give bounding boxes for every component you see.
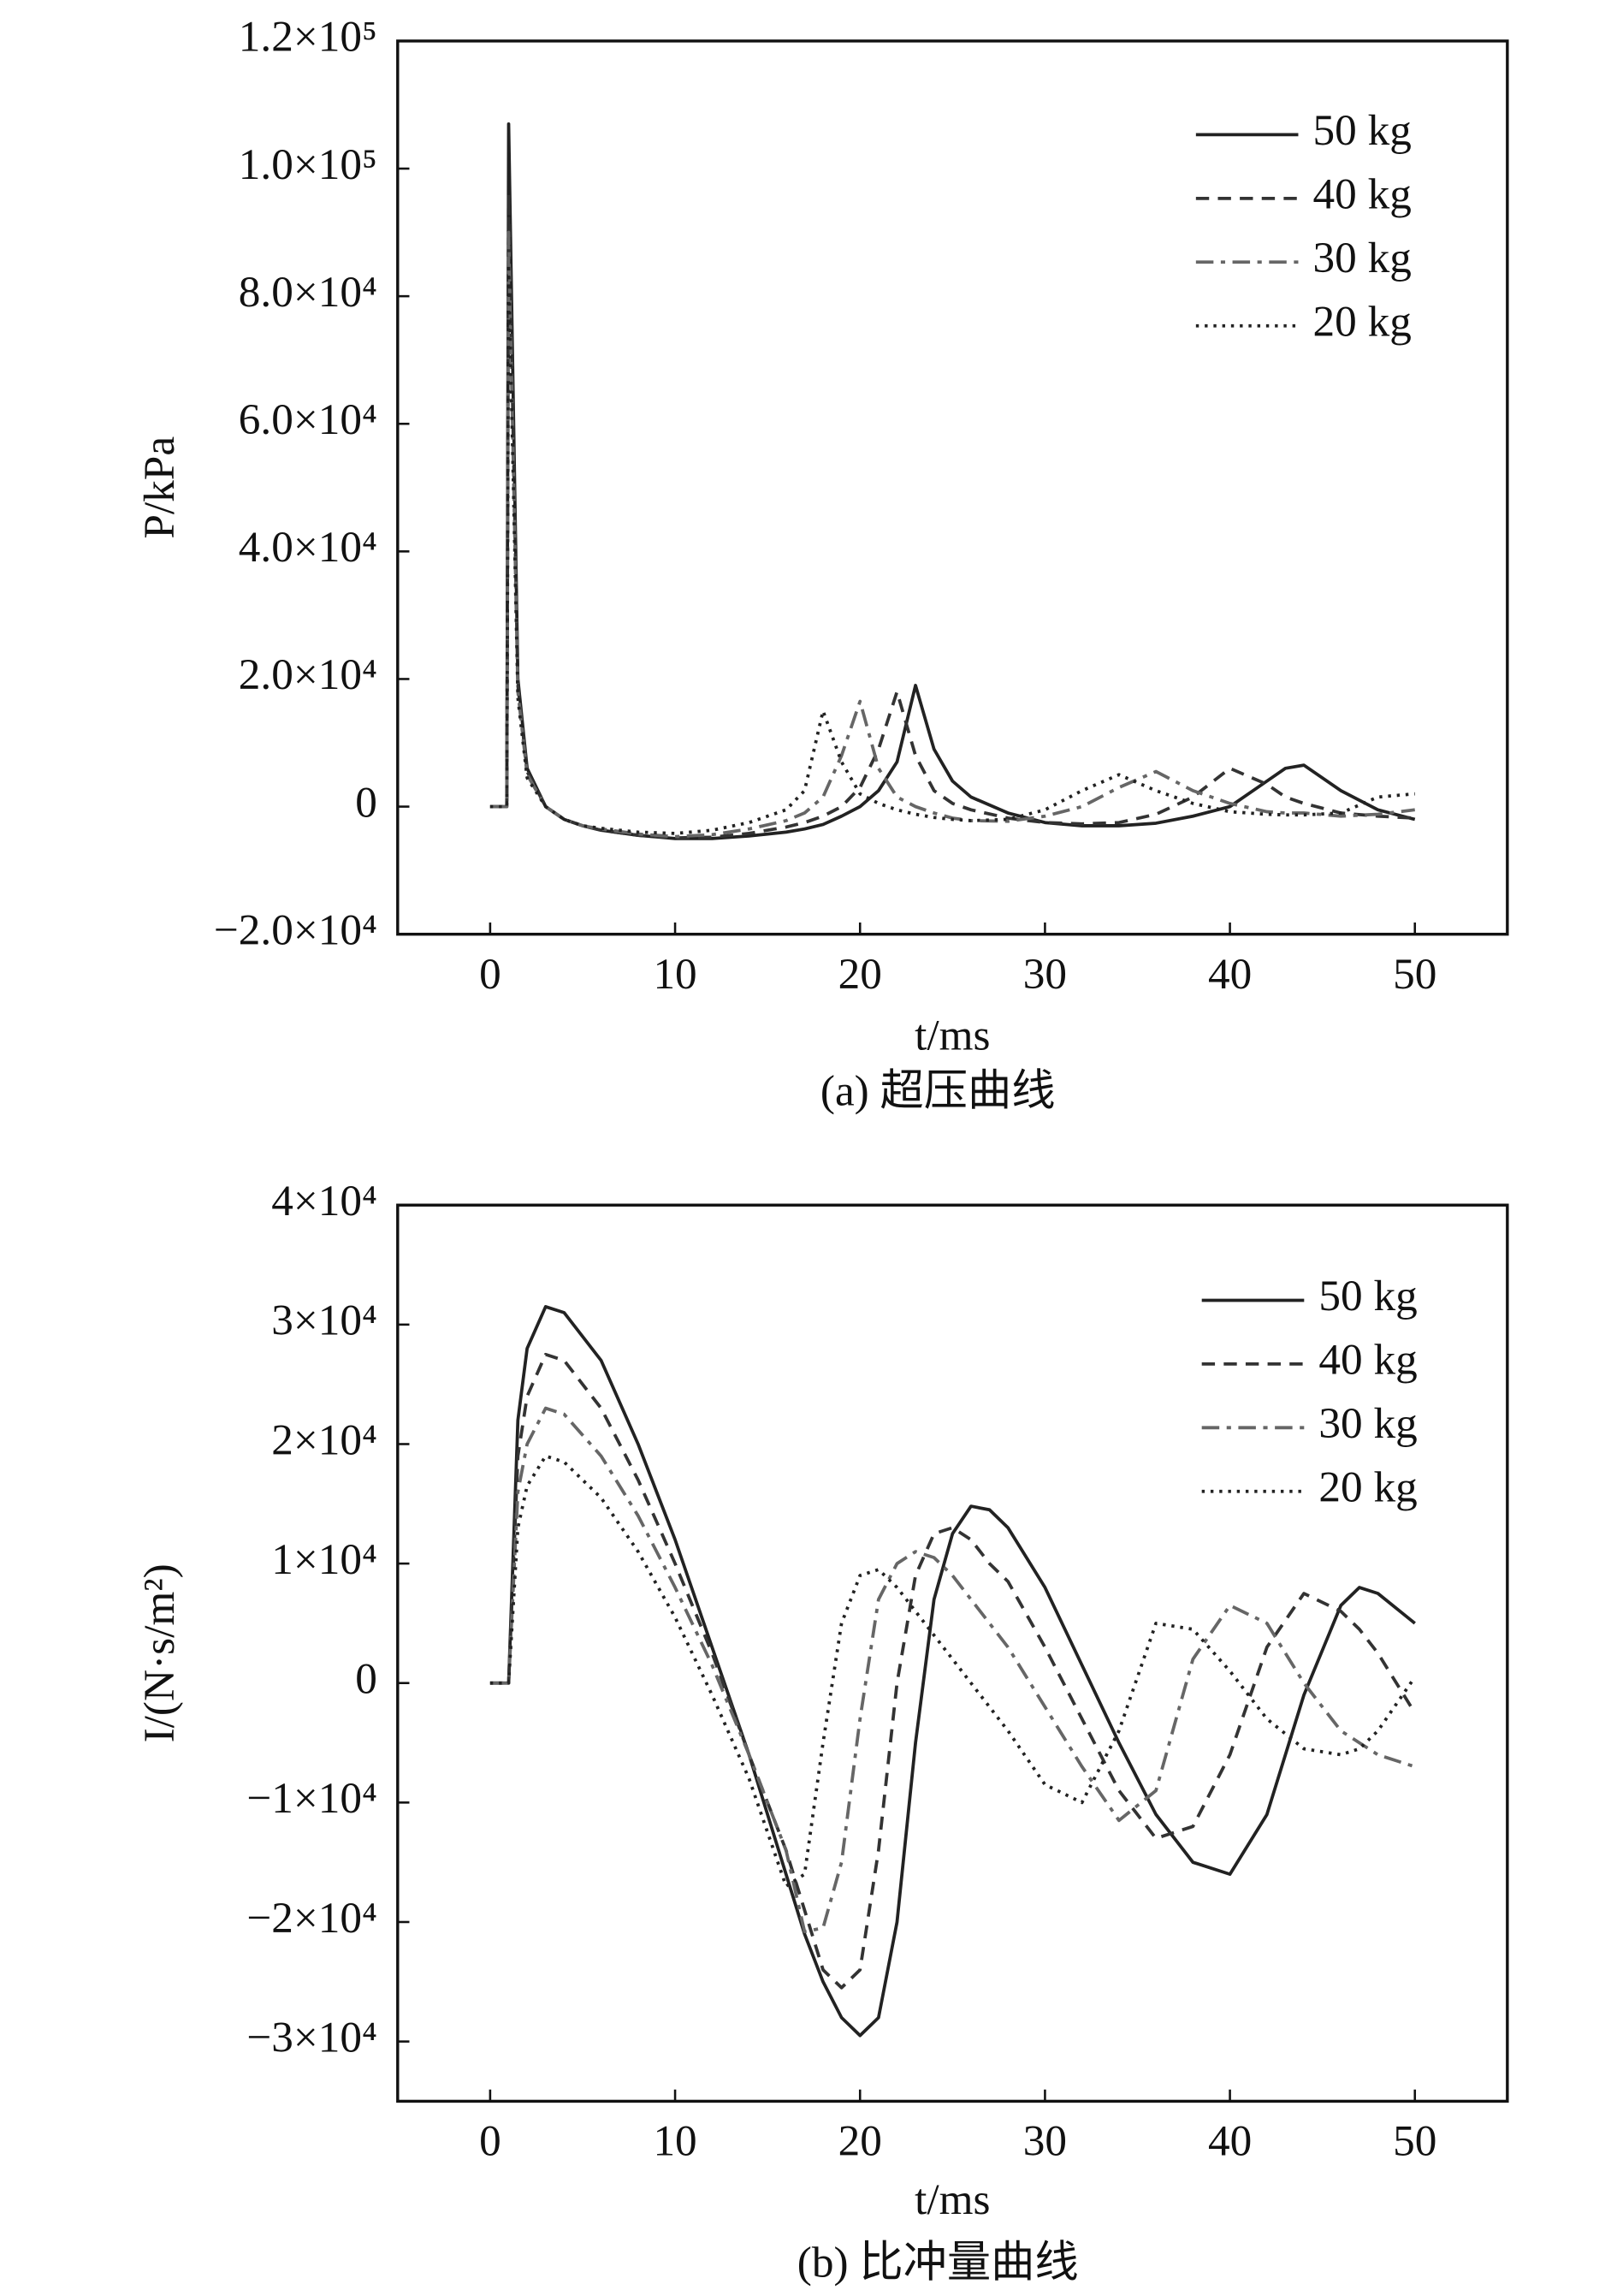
y-tick-label: 8.0×10⁴ <box>239 268 377 317</box>
legend-label: 20 kg <box>1313 297 1412 346</box>
legend-label: 20 kg <box>1318 1462 1417 1511</box>
x-tick-label: 40 <box>1208 950 1252 999</box>
y-tick-label: 1×10⁴ <box>271 1535 377 1584</box>
data-line <box>489 122 1416 840</box>
x-axis-label: t/ms <box>915 1012 990 1060</box>
legend-label: 40 kg <box>1313 170 1412 219</box>
y-tick-label: −2×10⁴ <box>246 1894 377 1943</box>
data-line <box>489 262 1415 835</box>
data-line <box>489 230 1415 839</box>
legend-label: 50 kg <box>1318 1272 1417 1320</box>
data-line <box>489 1352 1417 1990</box>
legend-label: 30 kg <box>1318 1399 1417 1448</box>
data-line <box>489 1454 1417 1888</box>
plot-frame <box>396 1203 1509 2103</box>
data-line <box>489 1305 1416 2038</box>
y-axis-label: P/kPa <box>135 436 184 539</box>
x-tick-label: 0 <box>479 950 501 999</box>
y-tick-label: 0 <box>355 1654 377 1703</box>
plot-frame <box>396 39 1509 936</box>
x-tick-label: 20 <box>838 950 882 999</box>
y-axis-label: I/(N·s/m²) <box>135 1563 184 1742</box>
caption: (a) 超压曲线 <box>820 1067 1056 1116</box>
y-tick-label: 4×10⁴ <box>271 1177 377 1225</box>
legend-label: 40 kg <box>1318 1336 1417 1385</box>
legend-label: 50 kg <box>1313 106 1412 155</box>
x-tick-label: 40 <box>1208 2117 1252 2166</box>
x-tick-label: 30 <box>1023 2117 1067 2166</box>
y-tick-label: −3×10⁴ <box>246 2013 377 2062</box>
y-tick-label: 1.2×10⁵ <box>239 13 377 62</box>
x-tick-label: 20 <box>838 2117 882 2166</box>
y-tick-label: 3×10⁴ <box>271 1296 377 1345</box>
x-tick-label: 10 <box>653 950 696 999</box>
y-tick-label: 2×10⁴ <box>271 1415 377 1464</box>
caption: (b) 比冲量曲线 <box>797 2239 1079 2287</box>
x-tick-label: 50 <box>1393 2117 1436 2166</box>
x-tick-label: 30 <box>1023 950 1067 999</box>
data-line <box>489 1406 1416 1934</box>
y-tick-label: 2.0×10⁴ <box>239 650 377 699</box>
y-tick-label: 1.0×10⁵ <box>239 140 377 189</box>
x-axis-label: t/ms <box>915 2175 990 2224</box>
x-tick-label: 10 <box>653 2117 696 2166</box>
y-tick-label: 6.0×10⁴ <box>239 395 377 444</box>
legend-label: 30 kg <box>1313 234 1412 282</box>
y-tick-label: 0 <box>355 778 377 827</box>
data-line <box>489 192 1415 839</box>
y-tick-label: −2.0×10⁴ <box>214 905 377 954</box>
y-tick-label: 4.0×10⁴ <box>239 523 377 572</box>
y-tick-label: −1×10⁴ <box>246 1774 377 1823</box>
x-tick-label: 0 <box>479 2117 501 2166</box>
x-tick-label: 50 <box>1393 950 1436 999</box>
